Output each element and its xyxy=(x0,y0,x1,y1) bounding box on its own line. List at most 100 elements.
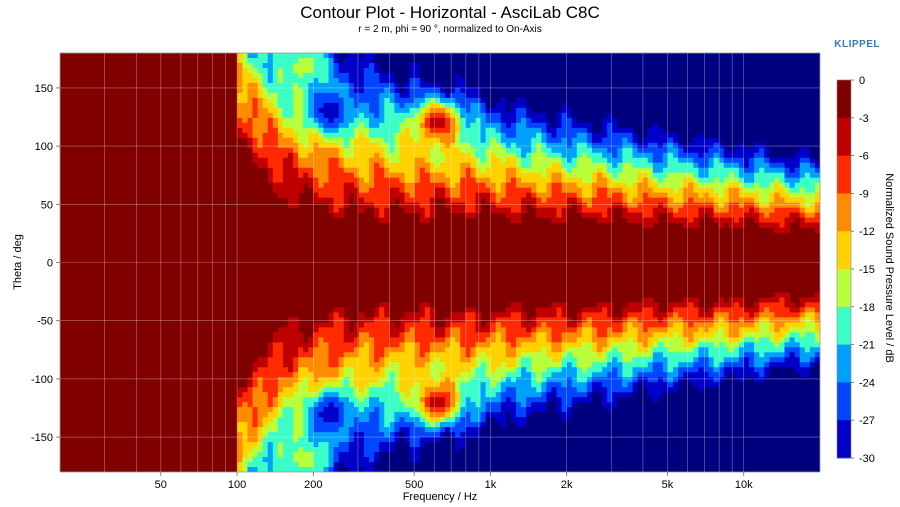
heatmap-cell xyxy=(404,452,411,458)
heatmap-cell xyxy=(480,367,487,373)
heatmap-cell xyxy=(282,467,289,472)
heatmap-cell xyxy=(561,217,568,224)
heatmap-cell xyxy=(379,332,385,338)
heatmap-cell xyxy=(526,177,532,184)
heatmap-cell xyxy=(480,442,487,448)
heatmap-cell xyxy=(516,322,522,328)
heatmap-cell xyxy=(384,192,390,199)
heatmap-cell xyxy=(419,327,426,333)
heatmap-cell xyxy=(419,142,426,149)
heatmap-cell xyxy=(247,137,254,144)
heatmap-cell xyxy=(343,77,350,84)
heatmap-cell xyxy=(632,132,639,139)
heatmap-cell xyxy=(516,197,522,204)
heatmap-cell xyxy=(500,382,507,388)
heatmap-cell xyxy=(490,82,497,89)
heatmap-cell xyxy=(318,452,325,458)
heatmap-cell xyxy=(267,117,274,124)
heatmap-cell xyxy=(546,437,553,443)
heatmap-cell xyxy=(622,162,629,169)
heatmap-cell xyxy=(546,357,553,363)
heatmap-cell xyxy=(384,307,390,313)
heatmap-cell xyxy=(622,102,629,109)
heatmap-cell xyxy=(617,347,623,353)
heatmap-cell xyxy=(642,312,649,318)
heatmap-cell xyxy=(288,377,294,383)
heatmap-cell xyxy=(536,412,542,418)
heatmap-cell xyxy=(455,122,461,129)
heatmap-cell xyxy=(455,332,461,338)
heatmap-cell xyxy=(627,322,634,328)
heatmap-cell xyxy=(602,357,608,363)
heatmap-cell xyxy=(399,187,406,194)
heatmap-cell xyxy=(364,67,370,74)
heatmap-cell xyxy=(440,387,446,393)
heatmap-cell xyxy=(318,387,325,393)
heatmap-cell xyxy=(424,177,431,184)
heatmap-cell xyxy=(642,177,649,184)
heatmap-cell xyxy=(369,397,375,403)
heatmap-cell xyxy=(627,112,634,119)
heatmap-cell xyxy=(516,72,522,79)
heatmap-cell xyxy=(637,337,644,343)
heatmap-cell xyxy=(561,162,568,169)
heatmap-cell xyxy=(445,412,451,418)
heatmap-cell xyxy=(571,387,578,393)
heatmap-cell xyxy=(440,187,446,194)
heatmap-cell xyxy=(510,187,517,194)
heatmap-cell xyxy=(267,352,274,358)
heatmap-cell xyxy=(536,367,542,373)
heatmap-cell xyxy=(531,362,537,368)
heatmap-cell xyxy=(556,77,563,84)
heatmap-cell xyxy=(521,77,527,84)
heatmap-cell xyxy=(581,357,588,363)
heatmap-cell xyxy=(480,147,487,154)
heatmap-cell xyxy=(288,422,294,428)
heatmap-cell xyxy=(495,367,502,373)
heatmap-cell xyxy=(612,182,618,189)
heatmap-cell xyxy=(602,377,608,383)
heatmap-cell xyxy=(399,397,406,403)
heatmap-cell xyxy=(571,412,578,418)
heatmap-cell xyxy=(445,137,451,144)
heatmap-cell xyxy=(642,402,649,408)
heatmap-cell xyxy=(602,387,608,393)
heatmap-cell xyxy=(470,437,477,443)
heatmap-cell xyxy=(536,417,542,423)
heatmap-cell xyxy=(602,67,608,74)
heatmap-cell xyxy=(637,192,644,199)
heatmap-cell xyxy=(399,67,406,74)
heatmap-cell xyxy=(384,202,390,209)
heatmap-cell xyxy=(399,157,406,164)
heatmap-cell xyxy=(313,77,319,84)
heatmap-cell xyxy=(348,152,355,159)
heatmap-cell xyxy=(323,422,330,428)
heatmap-cell xyxy=(541,62,547,69)
heatmap-cell xyxy=(272,352,279,358)
heatmap-cell xyxy=(379,117,385,124)
heatmap-cell xyxy=(536,202,542,209)
heatmap-cell xyxy=(632,162,639,169)
heatmap-cell xyxy=(470,467,477,472)
heatmap-cell xyxy=(465,82,471,89)
heatmap-cell xyxy=(521,117,527,124)
heatmap-cell xyxy=(328,207,335,214)
heatmap-cell xyxy=(566,402,573,408)
heatmap-cell xyxy=(622,442,629,448)
heatmap-cell xyxy=(399,372,406,378)
heatmap-cell xyxy=(379,357,385,363)
heatmap-cell xyxy=(419,122,426,129)
heatmap-cell xyxy=(414,122,421,129)
heatmap-cell xyxy=(516,57,522,64)
heatmap-cell xyxy=(597,317,603,323)
heatmap-cell xyxy=(450,82,456,89)
heatmap-cell xyxy=(586,407,593,413)
heatmap-cell xyxy=(561,387,568,393)
heatmap-cell xyxy=(348,157,355,164)
heatmap-cell xyxy=(262,152,269,159)
heatmap-cell xyxy=(440,392,446,398)
heatmap-cell xyxy=(364,142,370,149)
heatmap-cell xyxy=(556,347,563,353)
heatmap-cell xyxy=(546,457,553,463)
